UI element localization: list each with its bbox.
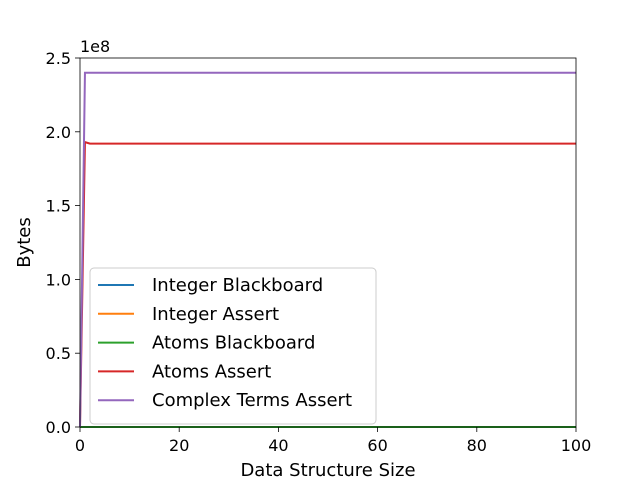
x-tick-label: 100 [561,436,592,455]
legend-label: Atoms Assert [152,361,271,382]
legend-label: Integer Assert [152,304,279,325]
y-tick-label: 0.0 [46,418,71,437]
x-tick-label: 20 [169,436,189,455]
x-tick-label: 0 [75,436,85,455]
y-tick-label: 0.5 [46,344,71,363]
y-axis-label: Bytes [14,217,35,268]
series-line-complex-terms-assert [79,71,576,428]
y-axis-ticks: 0.0 0.5 1.0 1.5 2.0 2.5 [46,49,80,437]
x-axis-label: Data Structure Size [240,460,415,480]
legend-box [89,267,377,425]
x-axis-ticks: 0 20 40 60 80 100 [75,427,591,455]
y-axis-offset-label: 1e8 [80,37,110,56]
y-tick-label: 2.0 [46,123,71,142]
y-tick-label: 1.5 [46,197,71,216]
y-tick-label: 2.5 [46,49,71,68]
legend-label: Integer Blackboard [152,275,323,296]
x-tick-label: 60 [367,436,387,455]
plot-frame [79,57,577,428]
x-tick-label: 40 [268,436,288,455]
y-tick-label: 1.0 [46,270,71,289]
legend-label: Complex Terms Assert [152,390,352,411]
x-tick-label: 80 [467,436,487,455]
legend: Integer Blackboard Integer Assert Atoms Bl… [89,267,377,425]
legend-label: Atoms Blackboard [152,333,315,354]
